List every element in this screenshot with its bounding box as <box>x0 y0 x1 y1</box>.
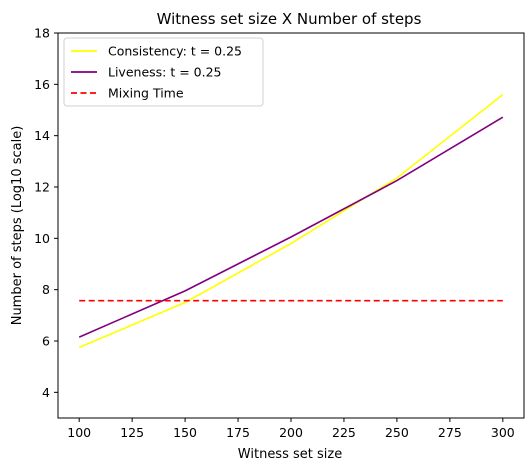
y-tick-label: 18 <box>34 26 50 41</box>
y-axis: 4 6 8 10 12 14 16 18 <box>34 26 58 400</box>
x-tick-label: 275 <box>438 425 462 440</box>
legend-label: Liveness: t = 0.25 <box>108 65 222 80</box>
y-tick-label: 8 <box>42 282 50 297</box>
series-line-0 <box>78 93 504 349</box>
y-tick-label: 12 <box>34 180 50 195</box>
legend-label: Consistency: t = 0.25 <box>108 44 242 59</box>
y-tick-label: 14 <box>34 128 50 143</box>
x-tick-label: 200 <box>279 425 303 440</box>
y-tick-label: 16 <box>34 77 50 92</box>
y-tick-label: 10 <box>34 231 50 246</box>
legend: Consistency: t = 0.25 Liveness: t = 0.25 M… <box>63 37 264 107</box>
y-axis-label: Number of steps (Log10 scale) <box>10 126 25 326</box>
legend-box <box>63 37 264 107</box>
legend-label: Mixing Time <box>108 86 184 101</box>
x-axis: 100 125 150 175 200 225 250 275 300 <box>67 418 515 440</box>
x-tick-label: 100 <box>67 425 91 440</box>
series-layer <box>78 93 504 349</box>
x-tick-label: 300 <box>491 425 515 440</box>
x-axis-label: Witness set size <box>238 447 342 462</box>
x-tick-label: 125 <box>120 425 144 440</box>
x-tick-label: 175 <box>226 425 250 440</box>
y-tick-label: 4 <box>42 385 50 400</box>
x-tick-label: 150 <box>173 425 197 440</box>
chart-title: Witness set size X Number of steps <box>157 10 422 28</box>
y-tick-label: 6 <box>42 334 50 349</box>
x-tick-label: 225 <box>332 425 356 440</box>
series-line-1 <box>78 116 504 338</box>
x-tick-label: 250 <box>385 425 409 440</box>
